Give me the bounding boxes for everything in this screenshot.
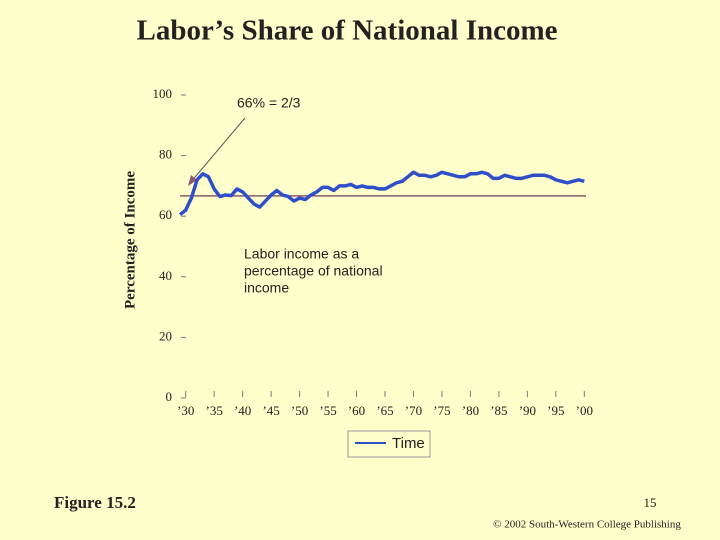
- annotation: Labor income as a: [244, 246, 359, 262]
- x-tick-label: ’60: [348, 403, 365, 418]
- x-tick-label: ’00: [576, 403, 593, 418]
- data-line: [178, 170, 585, 217]
- x-tick-label: ’75: [433, 403, 450, 418]
- y-tick-label: 60: [159, 207, 172, 222]
- x-tick-label: ’85: [490, 403, 507, 418]
- y-tick-label: 0: [166, 389, 173, 404]
- x-tick-label: ’70: [405, 403, 422, 418]
- legend-label: Time: [392, 435, 425, 452]
- annotation: percentage of national: [244, 263, 383, 279]
- y-tick-label: 80: [159, 147, 172, 162]
- annotation: income: [244, 280, 289, 296]
- x-tick-label: ’30: [177, 403, 194, 418]
- x-tick-label: ’50: [291, 403, 308, 418]
- figure-label: Figure 15.2: [54, 493, 136, 512]
- y-tick-label: 100: [153, 86, 173, 101]
- x-tick-label: ’55: [319, 403, 336, 418]
- page-number: 15: [644, 495, 657, 510]
- y-tick-label: 40: [159, 268, 172, 283]
- y-axis-label: Percentage of Income: [122, 171, 138, 309]
- x-tick-label: ’35: [205, 403, 222, 418]
- x-tick-label: ’65: [376, 403, 393, 418]
- copyright: © 2002 South-Western College Publishing: [493, 519, 681, 531]
- y-tick-label: 20: [159, 328, 172, 343]
- x-tick-label: ’90: [519, 403, 536, 418]
- x-tick-label: ’45: [262, 403, 279, 418]
- chart-title: Labor’s Share of National Income: [136, 15, 557, 47]
- x-tick-label: ’40: [234, 403, 251, 418]
- annotation-arrow: [189, 117, 246, 184]
- x-tick-label: ’95: [547, 403, 564, 418]
- x-tick-label: ’80: [462, 403, 479, 418]
- reference-label: 66% = 2/3: [237, 95, 301, 111]
- arrow-head: [188, 175, 197, 186]
- legend-box: [347, 430, 431, 458]
